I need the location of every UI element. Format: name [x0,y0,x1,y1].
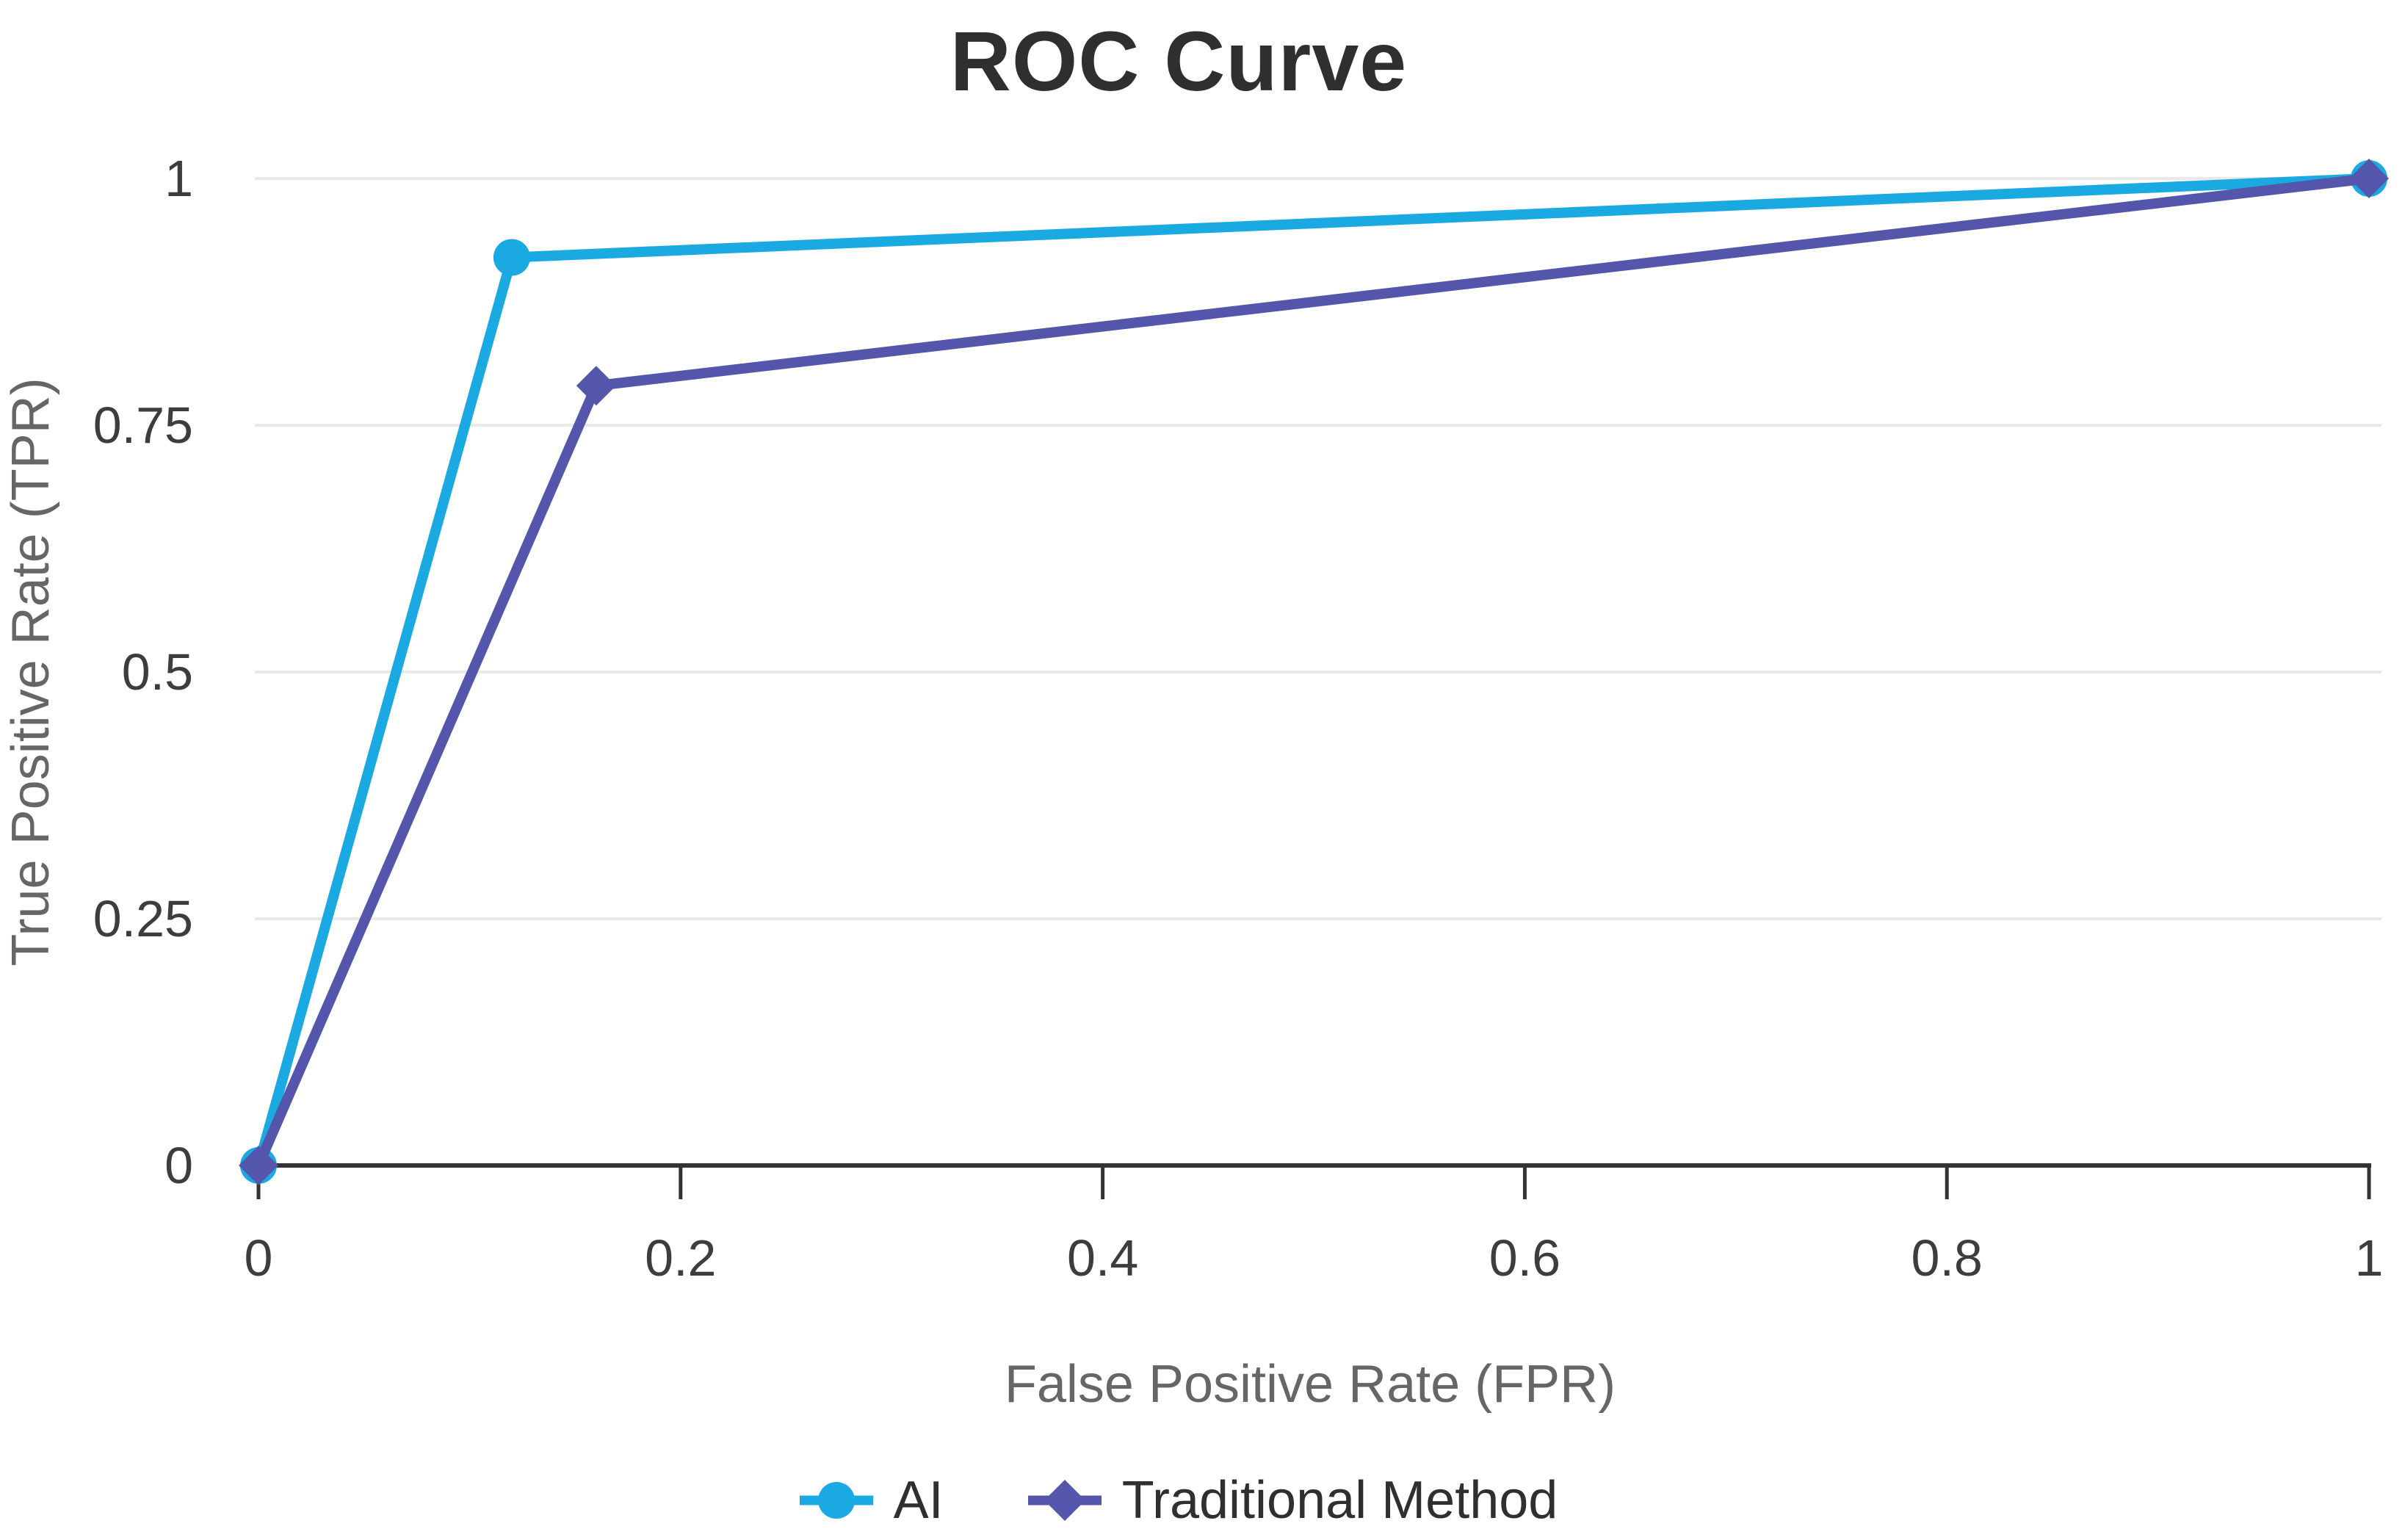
x-tick-label: 0.8 [1911,1229,1983,1287]
legend-marker-shape [817,1482,855,1519]
legend-item-traditional-method: Traditional Method [1027,1470,1558,1530]
series-marker-traditional-method [2349,159,2389,198]
diamond-marker-icon [1027,1480,1102,1521]
x-tick-label: 0.6 [1489,1229,1561,1287]
y-axis-title: True Positive Rate (TPR) [1,377,60,966]
x-tick-label: 0.2 [645,1229,717,1287]
x-tick-label: 0.4 [1066,1229,1139,1287]
legend: AI Traditional Method [0,1470,2357,1530]
y-tick-label: 0.75 [93,397,193,454]
x-tick-label: 1 [2354,1229,2384,1287]
series-marker-ai [493,239,530,276]
y-tick-label: 0.5 [121,643,193,701]
y-tick-label: 0 [164,1137,193,1194]
legend-marker-shape [1044,1480,1085,1521]
y-tick-label: 0.25 [93,890,193,947]
legend-item-ai: AI [799,1470,944,1530]
series-marker-traditional-method [576,366,616,406]
x-tick-label: 0 [244,1229,273,1287]
legend-label: Traditional Method [1121,1471,1558,1530]
x-axis-title: False Positive Rate (FPR) [1004,1355,1616,1414]
circle-marker-icon [799,1482,873,1519]
series-marker-traditional-method [239,1146,278,1185]
y-tick-label: 1 [164,150,193,207]
legend-label: AI [893,1471,944,1530]
chart-title: ROC Curve [950,15,1408,109]
